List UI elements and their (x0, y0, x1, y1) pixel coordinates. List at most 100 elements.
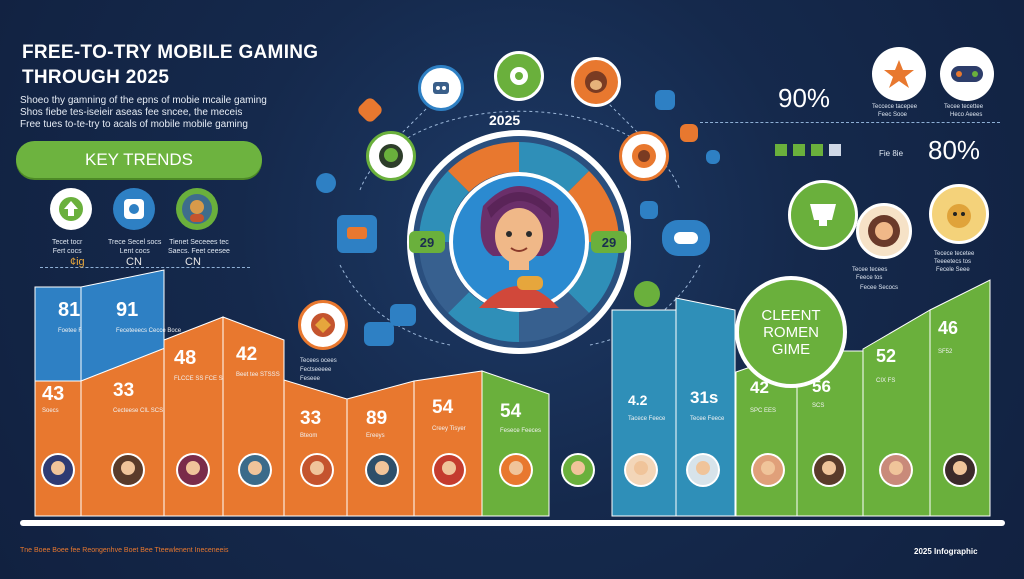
right-caption-b1: Tecece tecetee (934, 251, 975, 257)
stat-divider (700, 122, 1000, 123)
orange-character-icon (619, 131, 669, 181)
bar-caption-14: SPC EES (750, 408, 776, 414)
bar-caption-12: Tacece Feece (628, 416, 666, 422)
avatar-face-5 (310, 461, 324, 475)
client-line-1: CLEENT (761, 306, 821, 324)
controller-badge-icon (494, 51, 544, 101)
dragon-icon (298, 300, 348, 350)
key-trends-banner: KEY TRENDS (16, 141, 262, 178)
stat-90-caption-2: Feec Sooe (878, 112, 908, 118)
small-square-icon (680, 124, 698, 142)
controller-small-icon (655, 90, 675, 110)
title-line-2: THROUGH 2025 (22, 67, 170, 88)
avatar-face-9 (571, 461, 585, 475)
bar-caption-3: Soecs (42, 408, 59, 414)
tiny-square-icon (706, 150, 720, 164)
stat-90-value: 90% (778, 83, 831, 113)
bar-caption-6: Beet tee STSSS (236, 372, 280, 378)
bar-value-13: 31s (690, 388, 718, 407)
bar-value-17: 46 (938, 318, 958, 338)
right-year-badge: 29 (591, 231, 627, 253)
center-ring (413, 136, 625, 348)
robot-icon (418, 65, 464, 111)
bar-value-10: 54 (500, 401, 522, 422)
bar-value-1: 81 (58, 299, 80, 321)
bar-caption-9: Creey Tisyer (432, 426, 466, 432)
page-title: FREE-TO-TRY MOBILE GAMING THROUGH 2025 (22, 40, 318, 90)
client-circle: CLEENT ROMEN GIME (735, 276, 847, 388)
bar-value-2: 91 (116, 299, 138, 321)
bar-value-3: 43 (42, 383, 64, 405)
bar-caption-8: Ereeys (366, 433, 385, 439)
bar-column-10 (481, 370, 550, 517)
client-line-2: ROMEN (763, 323, 819, 341)
trend-1-line-2: Fert cocs (52, 248, 82, 255)
trend-caption-1: Tecet tocr Fert cocs (52, 238, 82, 256)
bar-value-14: 42 (750, 378, 769, 397)
trend-2-line-1: Trece Secel socs (108, 239, 162, 246)
bar-caption-7: Bteom (300, 433, 317, 439)
bar-value-4: 33 (113, 380, 134, 401)
trend-marker-1: ¢ig (70, 256, 85, 268)
bar-value-7: 33 (300, 408, 321, 429)
character-icon (176, 188, 218, 230)
bar-value-5: 48 (174, 347, 196, 369)
avatar-face-2 (121, 461, 135, 475)
avatar-face-1 (51, 461, 65, 475)
trend-caption-2: Trece Secel socs Lent cocs (108, 238, 161, 256)
bar-column-9 (413, 370, 483, 517)
stat-80-prefix: Fie 8ie (879, 149, 904, 158)
bar-column-17 (929, 279, 991, 517)
bar-caption-4: Cecteese CIL SCS (113, 408, 163, 414)
right-caption-b2: Teeeetecs tos (934, 259, 972, 265)
bar-caption-15: SCS (812, 403, 824, 409)
green-dot-icon (634, 281, 660, 307)
avatar-face-7 (442, 461, 456, 475)
trend-2-line-2: Lent cocs (119, 248, 150, 255)
bar-caption-10: Fesece Feeces (500, 428, 541, 434)
stat-80-value: 80% (928, 135, 981, 165)
avatar-face-12 (761, 461, 775, 475)
avatar-face-8 (509, 461, 523, 475)
baseline (20, 520, 1005, 526)
cube-icon (390, 304, 416, 326)
avatar-face-15 (953, 461, 967, 475)
trend-1-line-1: Tecet tocr (52, 239, 83, 246)
bar-value-8: 89 (366, 408, 387, 429)
stat-90-caption-1: Teccece tacepee (872, 104, 918, 110)
right-caption-c1: Fecee Secocs (860, 285, 899, 291)
key-trends-label: KEY TRENDS (84, 149, 194, 169)
small-bubble-icon (316, 173, 336, 193)
bar-column-8 (346, 380, 415, 517)
bar-caption-16: CIX FS (876, 378, 895, 384)
client-line-3: GIME (771, 340, 811, 358)
trend-marker-2: CN (126, 256, 142, 268)
animal-avatar-icon (929, 184, 989, 244)
bar-value-6: 42 (236, 344, 257, 365)
avatar-face-10 (634, 461, 648, 475)
bar-value-16: 52 (876, 346, 896, 366)
center-year: 2025 (489, 112, 521, 128)
speech-bubble-icon (662, 220, 710, 256)
bar-caption-5: FLCCE SS FCE SCS (174, 376, 231, 382)
trend-marker-3: CN (185, 256, 201, 268)
avatar-face-4 (248, 461, 262, 475)
chat-bubble-icon (337, 215, 377, 253)
right-caption-a2: Feece tos (856, 275, 883, 281)
trend-dash-line (40, 262, 250, 272)
center-caption-3: Feseee (300, 376, 321, 382)
left-year-badge: 29 (409, 231, 445, 253)
avatar-face-3 (186, 461, 200, 475)
dice-icon (364, 322, 394, 346)
trend-caption-3: Tienet Seceees tec Saecs. Feet ceesee (168, 238, 230, 256)
bar-caption-13: Tecee Feece (690, 416, 725, 422)
girl-avatar-icon (856, 203, 912, 259)
subtitle-line-1: Shoeo thy gamning of the epns of mobie m… (20, 95, 267, 106)
star-badge-icon (872, 47, 926, 101)
bar-column-7 (283, 379, 348, 517)
trophy-icon (788, 180, 858, 250)
bar-value-15: 56 (812, 377, 831, 396)
stat-90-caption-3: Tecee tecettee (944, 104, 984, 110)
